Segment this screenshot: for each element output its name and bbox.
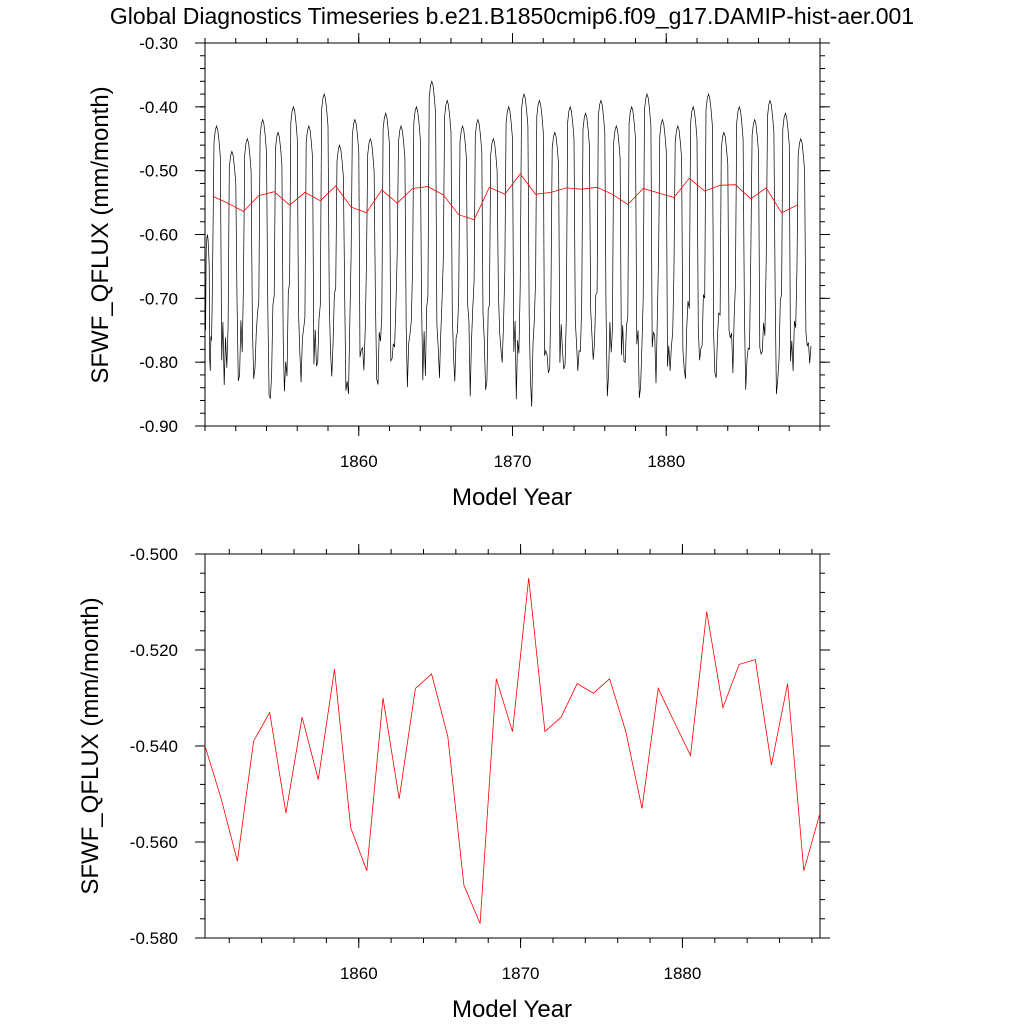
x-tick-label: 1880 [647,452,685,471]
y-tick-label: -0.40 [139,98,178,117]
y-tick-label: -0.580 [130,929,178,948]
series-line-0 [204,577,821,924]
y-tick-label: -0.80 [139,353,178,372]
bottom-ticks: -0.500 -0.520 -0.540 -0.560 -0.580 1860 1870 18… [130,544,830,983]
series-line-1 [212,173,798,221]
top-panel: -0.30 -0.40 -0.50 -0.60 -0.70 -0.80 -0.90 1860 1… [87,33,830,511]
bottom-x-axis-title: Model Year [452,996,572,1023]
bottom-series [204,577,821,924]
x-tick-label: 1870 [502,964,540,983]
top-y-axis-title: SFWF_QFLUX (mm/month) [87,86,114,383]
x-tick-label: 1870 [494,452,532,471]
x-tick-label: 1860 [340,964,378,983]
y-tick-label: -0.30 [139,34,178,53]
x-tick-label: 1860 [340,452,378,471]
y-tick-label: -0.90 [139,417,178,436]
y-tick-label: -0.540 [130,737,178,756]
top-series [205,80,812,407]
top-x-axis-title: Model Year [452,484,572,511]
figure-title: Global Diagnostics Timeseries b.e21.B185… [110,3,914,29]
bottom-y-axis-title: SFWF_QFLUX (mm/month) [77,597,104,894]
y-tick-label: -0.60 [139,226,178,245]
top-plot-frame [204,42,821,427]
y-tick-label: -0.70 [139,289,178,308]
series-line-0 [205,80,812,407]
y-tick-label: -0.500 [130,545,178,564]
y-tick-label: -0.50 [139,162,178,181]
top-ticks: -0.30 -0.40 -0.50 -0.60 -0.70 -0.80 -0.90 1860 1… [139,33,830,471]
x-tick-label: 1880 [664,964,702,983]
bottom-panel: -0.500 -0.520 -0.540 -0.560 -0.580 1860 1870 18… [77,544,830,1023]
y-tick-label: -0.560 [130,833,178,852]
y-tick-label: -0.520 [130,641,178,660]
